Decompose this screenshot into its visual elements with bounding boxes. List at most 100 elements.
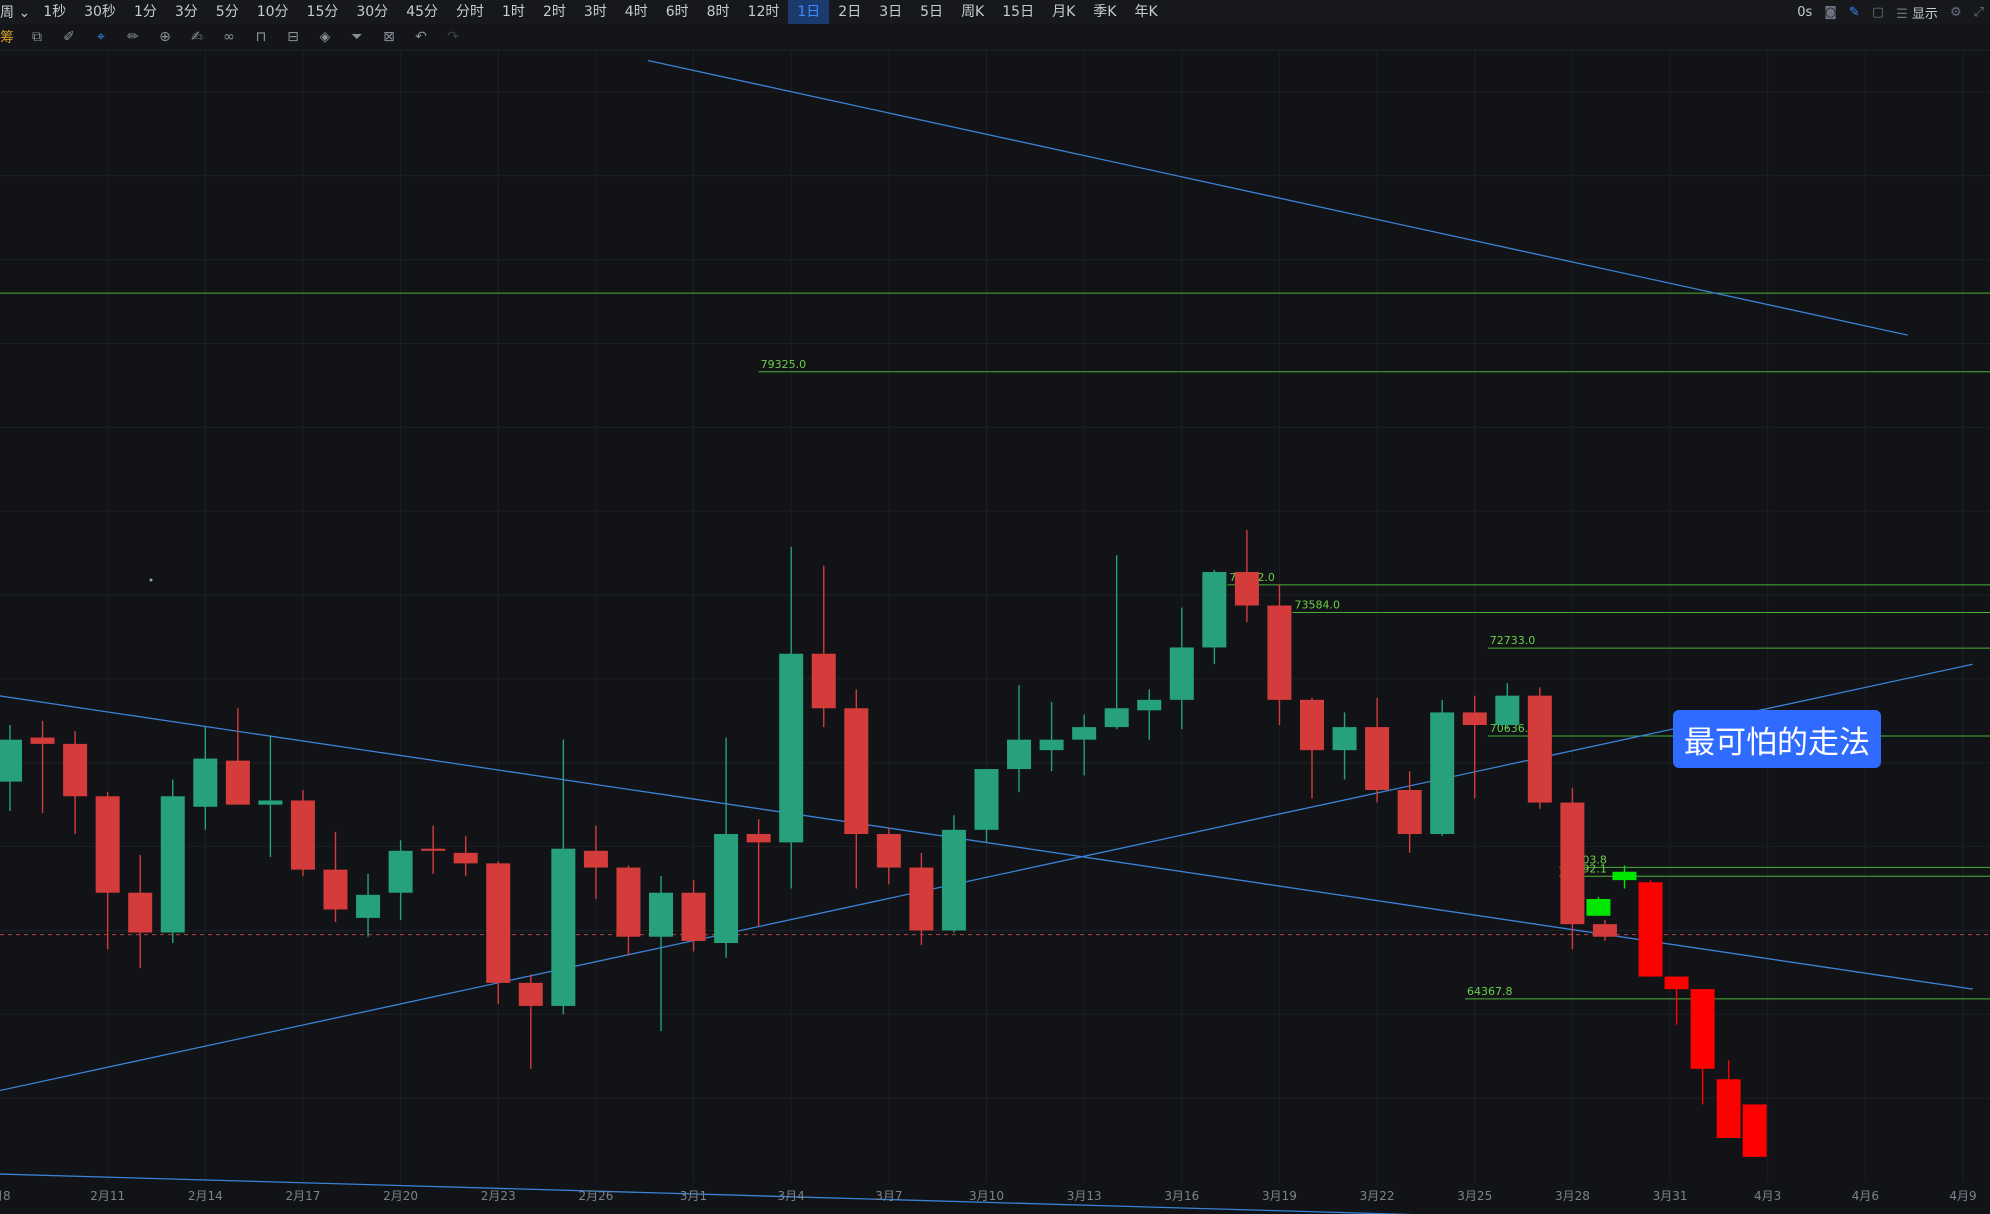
display-menu-button[interactable]: ☰ 显示 xyxy=(1896,6,1938,22)
forecast-candle-body xyxy=(1690,989,1715,1069)
period-分时[interactable]: 分时 xyxy=(456,4,485,20)
x-tick-label: 4月9 xyxy=(1949,1189,1976,1203)
candle-body xyxy=(583,850,608,868)
period-dropdown[interactable]: 周 ⌄ xyxy=(0,5,31,21)
undo-icon[interactable]: ↶ xyxy=(415,29,427,45)
period-1秒[interactable]: 1秒 xyxy=(43,4,67,20)
hide-icon[interactable]: ⊟ xyxy=(287,29,299,45)
compare-icon[interactable]: ⧉ xyxy=(32,29,42,45)
period-1时[interactable]: 1时 xyxy=(502,4,525,20)
x-tick-label: 3月13 xyxy=(1067,1189,1102,1203)
period-2时[interactable]: 2时 xyxy=(542,4,566,20)
latency-text: 0s xyxy=(1797,4,1813,20)
period-3日[interactable]: 3日 xyxy=(879,4,903,20)
candle-body xyxy=(421,848,446,851)
x-tick-label: 4月6 xyxy=(1852,1189,1879,1203)
x-tick-label: 2月17 xyxy=(285,1189,320,1203)
period-list: 1秒 30秒 1分 3分 5分 10分 15分 30分 45分 分时 1时 2时 3时 4时 6时 8时 12时… xyxy=(34,0,1166,24)
period-30分[interactable]: 30分 xyxy=(356,4,389,20)
period-季K[interactable]: 季K xyxy=(1093,4,1117,20)
candle-body xyxy=(1007,739,1032,770)
candle-body xyxy=(30,737,55,744)
period-5分[interactable]: 5分 xyxy=(215,4,239,20)
annotation-label[interactable]: 最可怕的走法 xyxy=(1673,710,1881,768)
x-tick-label: 3月4 xyxy=(778,1189,805,1203)
indicator-icon[interactable]: ✐ xyxy=(63,29,75,45)
x-tick-label: 3月22 xyxy=(1360,1189,1395,1203)
settings-icon[interactable]: ⚙ xyxy=(1949,4,1962,20)
x-tick-label: 2月26 xyxy=(578,1189,613,1203)
drawing-toolbar: 筹 ⧉ ✐ ⌖ ✏ ⊕ ✍ ∞ ⊓ ⊟ ◈ ⏷ ⊠ ↶ ↷ xyxy=(0,24,1990,51)
period-45分[interactable]: 45分 xyxy=(406,4,439,20)
candle-body xyxy=(1462,712,1487,726)
candle-body xyxy=(388,850,413,893)
redo-icon[interactable]: ↷ xyxy=(447,29,459,45)
eye-icon[interactable]: ◈ xyxy=(319,29,331,45)
fullscreen-icon[interactable]: ⤢ xyxy=(1973,4,1984,20)
candle-body xyxy=(1592,924,1617,937)
candle-body xyxy=(486,863,511,983)
candle-body xyxy=(1039,739,1064,751)
period-2日[interactable]: 2日 xyxy=(838,4,862,20)
period-4时[interactable]: 4时 xyxy=(624,4,648,20)
level-label: 72733.0 xyxy=(1490,634,1536,647)
candle-body xyxy=(1202,571,1227,648)
forecast-candle-body xyxy=(1612,871,1637,881)
ruler-icon[interactable]: ✏ xyxy=(127,29,139,45)
period-月K[interactable]: 月K xyxy=(1052,4,1076,20)
candle-body xyxy=(128,892,153,933)
lock-icon[interactable]: ⊓ xyxy=(255,29,267,45)
chip-tool-button[interactable]: 筹 xyxy=(0,30,14,46)
level-label: 73584.0 xyxy=(1294,598,1340,611)
candle-body xyxy=(0,739,22,782)
camera-icon[interactable]: ◙ xyxy=(1824,4,1837,20)
period-10分[interactable]: 10分 xyxy=(256,4,289,20)
brush-icon[interactable]: ✍ xyxy=(191,29,203,45)
trash-icon[interactable]: ⊠ xyxy=(383,29,395,45)
period-6时[interactable]: 6时 xyxy=(665,4,689,20)
period-15分[interactable]: 15分 xyxy=(306,4,339,20)
forecast-candle-body xyxy=(1638,882,1663,977)
period-3分[interactable]: 3分 xyxy=(174,4,198,20)
period-周K[interactable]: 周K xyxy=(961,4,985,20)
candle-body xyxy=(1495,695,1520,726)
x-tick-label: 3月28 xyxy=(1555,1189,1590,1203)
zoom-icon[interactable]: ⊕ xyxy=(159,29,171,45)
period-3时[interactable]: 3时 xyxy=(583,4,607,20)
window-icon[interactable]: ▢ xyxy=(1871,4,1885,20)
period-30秒[interactable]: 30秒 xyxy=(84,4,116,20)
candle-body xyxy=(1430,712,1455,835)
filter-icon[interactable]: ⏷ xyxy=(351,29,363,45)
cursor-icon[interactable]: ⌖ xyxy=(97,29,105,45)
candle-body xyxy=(356,894,381,918)
period-1分[interactable]: 1分 xyxy=(133,4,157,20)
x-tick-label: 3月25 xyxy=(1457,1189,1492,1203)
candlestick-chart[interactable]: 79325.074242.073584.072733.070636.467503… xyxy=(0,50,1990,1214)
forecast-candle-body xyxy=(1586,899,1611,916)
x-tick-label: 4月3 xyxy=(1754,1189,1781,1203)
period-8时[interactable]: 8时 xyxy=(706,4,730,20)
period-1日[interactable]: 1日 xyxy=(788,0,830,24)
level-label: 64367.8 xyxy=(1467,985,1513,998)
period-12时[interactable]: 12时 xyxy=(747,4,780,20)
pen-icon[interactable]: ✎ xyxy=(1848,4,1860,20)
x-tick-label: 2月14 xyxy=(188,1189,223,1203)
x-tick-label: 2月11 xyxy=(90,1189,125,1203)
period-5日[interactable]: 5日 xyxy=(920,4,944,20)
period-年K[interactable]: 年K xyxy=(1134,4,1158,20)
candle-body xyxy=(681,892,706,941)
candle-body xyxy=(1527,695,1552,803)
trendline xyxy=(0,1173,1416,1214)
period-15日[interactable]: 15日 xyxy=(1002,4,1035,20)
list-icon: ☰ xyxy=(1896,6,1908,22)
magnet-icon[interactable]: ∞ xyxy=(223,29,235,45)
cursor-dot xyxy=(149,578,153,582)
candle-body xyxy=(193,758,218,807)
candle-body xyxy=(225,760,250,805)
toolbar-right: 0s ◙ ✎ ▢ ☰ 显示 ⚙ ⤢ xyxy=(1797,0,1990,24)
trendline xyxy=(0,663,1973,1092)
candle-body xyxy=(779,653,804,843)
candle-body xyxy=(1104,708,1129,728)
candle-body xyxy=(876,834,901,868)
candle-body xyxy=(518,982,543,1006)
